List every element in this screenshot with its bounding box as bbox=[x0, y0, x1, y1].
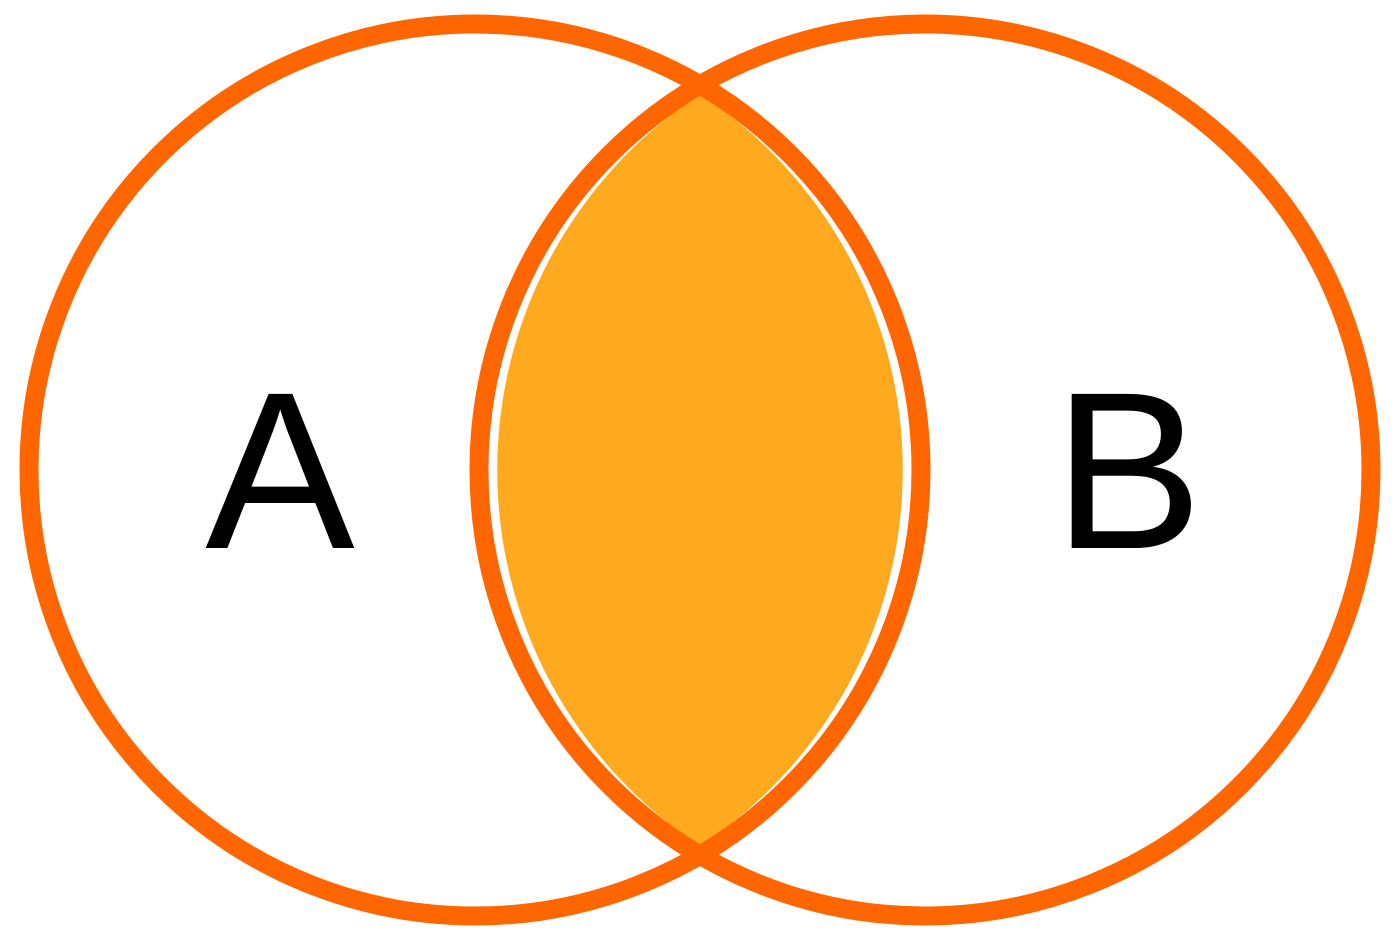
intersection-region bbox=[497, 94, 903, 846]
set-b-label: B bbox=[1053, 346, 1202, 596]
set-b-circle bbox=[469, 14, 1381, 926]
set-a-circle bbox=[19, 14, 931, 926]
set-a-label: A bbox=[205, 346, 354, 596]
